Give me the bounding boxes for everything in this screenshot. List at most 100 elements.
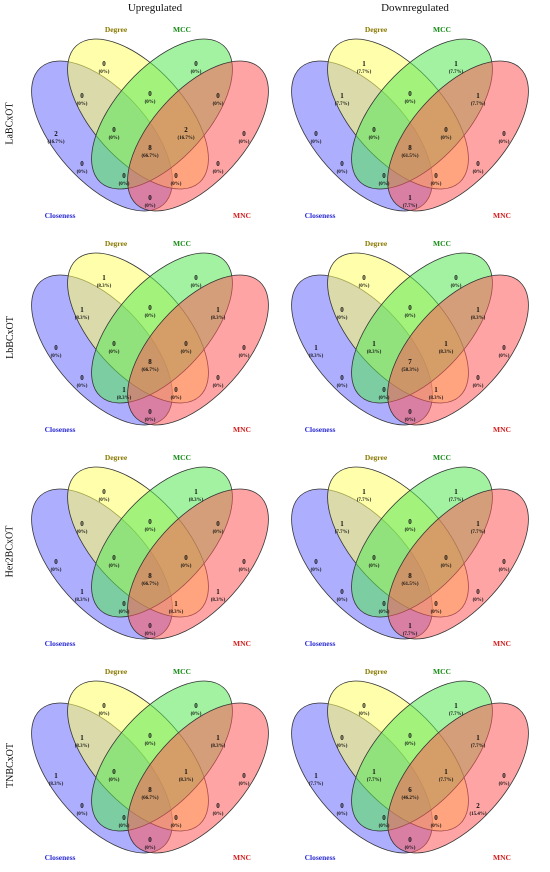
set-label-mcc: MCC — [433, 239, 451, 248]
region-percent-c: (7.7%) — [449, 498, 464, 503]
region-percent-d: (0%) — [239, 354, 250, 359]
region-count-ac: 0 — [80, 374, 84, 382]
region-count-d: 0 — [242, 772, 246, 780]
region-percent-ad: (0%) — [405, 418, 416, 423]
region-percent-ad: (0%) — [145, 632, 156, 637]
region-count-acd: 1 — [174, 600, 178, 608]
region-percent-bd: (0%) — [473, 170, 484, 175]
region-percent-bcd: (0%) — [441, 136, 452, 141]
region-percent-bd: (0%) — [213, 812, 224, 817]
region-percent-abcd: (58.3%) — [401, 368, 418, 373]
region-percent-ac: (0%) — [337, 812, 348, 817]
region-count-d: 0 — [502, 772, 506, 780]
region-count-abcd: 6 — [408, 786, 412, 794]
region-count-cd: 1 — [476, 734, 480, 742]
region-count-ac: 0 — [340, 802, 344, 810]
region-percent-abcd: (66.7%) — [141, 796, 158, 801]
region-percent-bc: (0%) — [405, 314, 416, 319]
region-percent-cd: (8.3%) — [211, 316, 226, 321]
set-label-mnc: MNC — [233, 639, 251, 648]
region-percent-acd: (0%) — [171, 824, 182, 829]
region-percent-bc: (0%) — [405, 742, 416, 747]
region-count-a: 1 — [54, 772, 58, 780]
region-percent-bcd: (8.3%) — [179, 778, 194, 783]
region-count-d: 0 — [242, 558, 246, 566]
region-percent-d: (0%) — [499, 782, 510, 787]
region-count-abd: 0 — [382, 814, 386, 822]
region-count-c: 1 — [454, 60, 458, 68]
region-percent-b: (8.3%) — [97, 284, 112, 289]
region-percent-acd: (8.3%) — [169, 610, 184, 615]
region-count-ab: 0 — [340, 306, 344, 314]
region-count-ab: 1 — [80, 734, 84, 742]
region-percent-cd: (7.7%) — [471, 530, 486, 535]
set-label-mnc: MNC — [233, 425, 251, 434]
region-percent-d: (0%) — [499, 354, 510, 359]
region-count-abc: 0 — [112, 126, 116, 134]
region-percent-abcd: (46.2%) — [401, 796, 418, 801]
region-count-bcd: 0 — [444, 126, 448, 134]
region-count-acd: 0 — [174, 814, 178, 822]
region-percent-abd: (0%) — [379, 610, 390, 615]
region-percent-bc: (0%) — [405, 528, 416, 533]
region-count-abc: 0 — [372, 126, 376, 134]
region-count-ad: 0 — [148, 622, 152, 630]
set-label-mcc: MCC — [173, 667, 191, 676]
region-count-b: 0 — [102, 702, 106, 710]
region-percent-abd: (0%) — [119, 824, 130, 829]
region-count-abcd: 7 — [408, 358, 412, 366]
region-percent-c: (0%) — [191, 284, 202, 289]
region-percent-ac: (8.3%) — [75, 598, 90, 603]
set-label-degree: Degree — [105, 239, 128, 248]
region-count-ab: 0 — [340, 734, 344, 742]
region-percent-abcd: (66.7%) — [141, 154, 158, 159]
set-label-mcc: MCC — [433, 667, 451, 676]
region-percent-cd: (0%) — [213, 102, 224, 107]
region-count-cd: 1 — [216, 734, 220, 742]
region-percent-bd: (0%) — [213, 384, 224, 389]
region-count-ab: 0 — [80, 92, 84, 100]
region-percent-abd: (0%) — [119, 182, 130, 187]
region-count-abcd: 8 — [408, 572, 412, 580]
region-percent-d: (0%) — [239, 568, 250, 573]
region-percent-a: (0%) — [51, 354, 62, 359]
region-count-cd: 1 — [476, 306, 480, 314]
region-percent-ab: (0%) — [77, 530, 88, 535]
region-count-abc: 0 — [112, 768, 116, 776]
region-percent-a: (8.3%) — [49, 782, 64, 787]
region-percent-ac: (0%) — [77, 170, 88, 175]
set-label-closeness: Closeness — [45, 211, 76, 220]
set-label-mcc: MCC — [173, 239, 191, 248]
region-percent-ad: (0%) — [145, 846, 156, 851]
region-percent-bc: (0%) — [405, 100, 416, 105]
region-percent-bd: (0%) — [473, 598, 484, 603]
region-count-abcd: 8 — [148, 572, 152, 580]
venn-labcxot-upregulated: Closeness Degree MCC MNC 2 (16.7%) 0 (0%) 0 (0%) 0… — [31, 25, 269, 220]
region-count-d: 0 — [502, 558, 506, 566]
region-percent-acd: (0%) — [431, 610, 442, 615]
region-count-c: 0 — [194, 702, 198, 710]
region-count-bd: 0 — [476, 588, 480, 596]
region-percent-ac: (0%) — [337, 598, 348, 603]
region-count-abcd: 8 — [408, 144, 412, 152]
row-label: TNBCxOT — [4, 742, 16, 788]
venn-her2bcxot-downregulated: Closeness Degree MCC MNC 0 (0%) 1 (7.7%) 1 (7.7%)… — [291, 453, 529, 648]
region-percent-abc: (0%) — [109, 350, 120, 355]
region-count-bd: 2 — [476, 802, 480, 810]
region-count-bc: 0 — [148, 304, 152, 312]
region-percent-d: (0%) — [239, 140, 250, 145]
region-count-acd: 1 — [434, 386, 438, 394]
region-count-bcd: 2 — [184, 126, 188, 134]
set-label-degree: Degree — [365, 667, 388, 676]
region-count-ad: 0 — [408, 408, 412, 416]
region-count-bd: 0 — [216, 802, 220, 810]
region-percent-b: (7.7%) — [357, 498, 372, 503]
region-count-b: 1 — [362, 60, 366, 68]
region-count-bd: 1 — [216, 588, 220, 596]
region-percent-bc: (0%) — [145, 100, 156, 105]
region-count-acd: 0 — [434, 814, 438, 822]
region-count-d: 0 — [242, 344, 246, 352]
region-percent-a: (16.7%) — [47, 140, 64, 145]
region-percent-bd: (0%) — [473, 384, 484, 389]
set-label-closeness: Closeness — [305, 211, 336, 220]
